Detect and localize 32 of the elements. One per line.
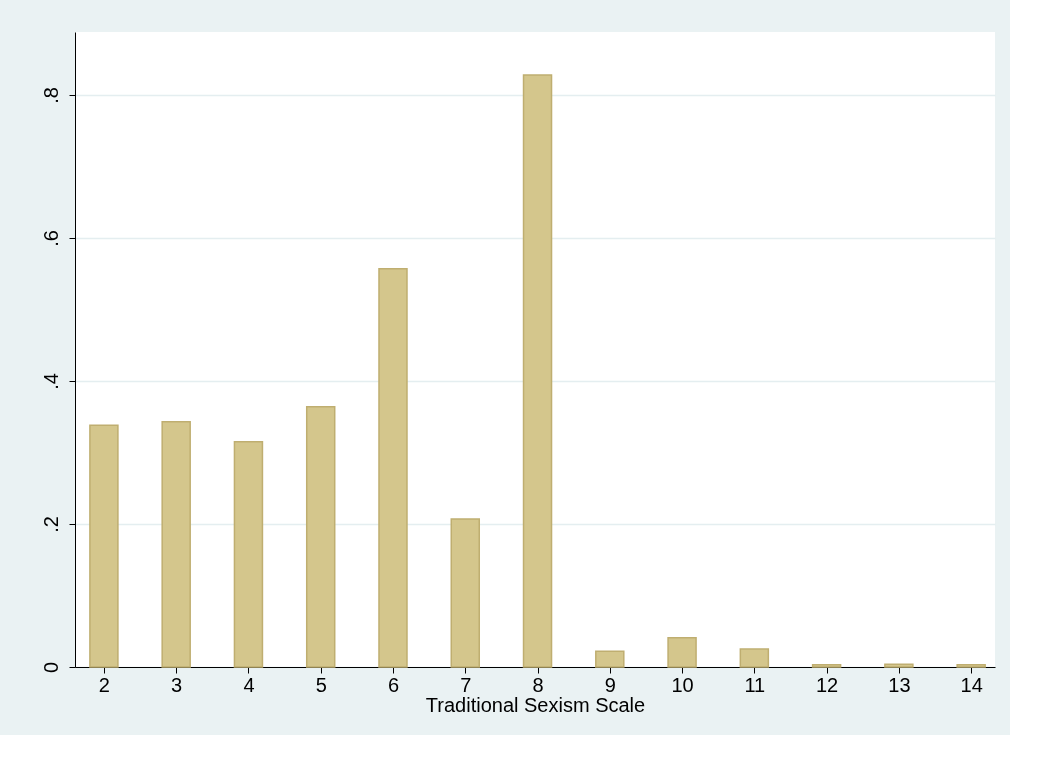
- x-tick-label: 2: [98, 673, 110, 696]
- bar: [811, 664, 842, 668]
- x-tick-label: 7: [460, 673, 472, 696]
- bar: [522, 74, 553, 668]
- x-tick-label: 12: [815, 673, 839, 696]
- x-tick-label: 9: [604, 673, 616, 696]
- y-tick-label: .4: [39, 373, 62, 390]
- bar: [161, 420, 191, 668]
- bar: [595, 650, 625, 668]
- bar: [739, 648, 770, 668]
- x-axis-title: Traditional Sexism Scale: [425, 693, 646, 716]
- x-tick-label: 11: [744, 673, 766, 696]
- y-tick-label: 0: [39, 661, 62, 674]
- bar: [667, 636, 697, 668]
- y-tick-label: .6: [39, 230, 62, 247]
- bar: [305, 405, 336, 668]
- bar: [378, 267, 408, 668]
- y-tick-label: .2: [39, 516, 62, 533]
- bar: [884, 663, 914, 668]
- x-tick-label: 10: [671, 673, 694, 696]
- bar: [89, 424, 119, 668]
- y-tick-label: .8: [39, 87, 62, 104]
- x-tick-label: 13: [888, 673, 911, 696]
- x-tick-label: 8: [532, 673, 544, 696]
- x-tick-label: 4: [243, 673, 255, 696]
- x-tick-label: 5: [315, 673, 327, 696]
- x-tick-label: 6: [387, 673, 400, 696]
- x-tick-label: 3: [171, 673, 183, 696]
- bar: [450, 518, 481, 668]
- bar: [956, 664, 986, 668]
- bar: [233, 441, 264, 668]
- x-tick-label: 14: [960, 673, 983, 696]
